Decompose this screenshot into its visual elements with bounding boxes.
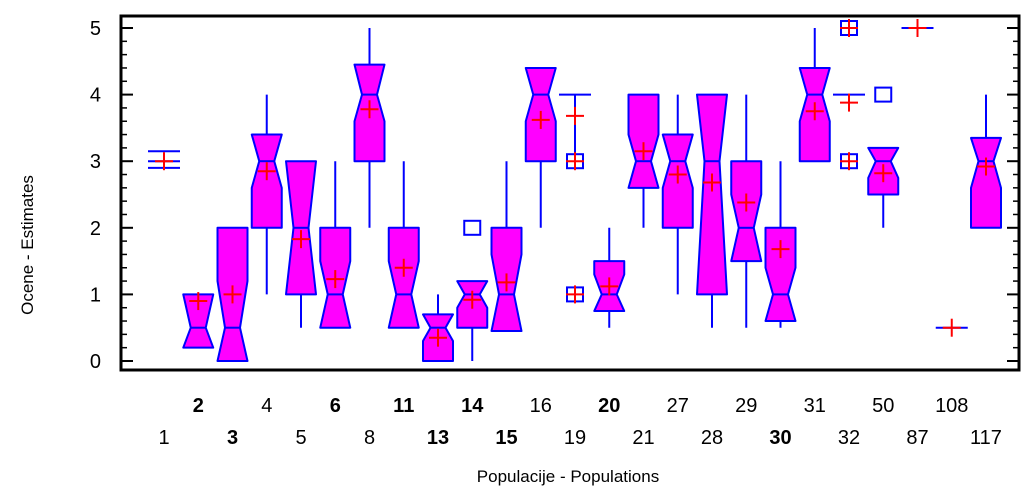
outlier-square bbox=[874, 86, 893, 103]
plot-border bbox=[119, 14, 1021, 372]
x-category-label: 21 bbox=[632, 427, 654, 449]
x-category-label: 13 bbox=[427, 427, 449, 449]
boxplot-marks bbox=[148, 19, 1002, 362]
box bbox=[970, 136, 1002, 229]
box bbox=[627, 93, 660, 189]
y-tick-label: 3 bbox=[90, 151, 101, 173]
y-axis-title: Ocene - Estimates bbox=[18, 175, 37, 315]
x-category-label: 30 bbox=[769, 427, 791, 449]
axis-labels: 0 1 2 3 4 5 1 2 3 4 5 6 8 11 13 14 15 16 19 20 21 27 28 29 30 31 3… bbox=[90, 18, 1002, 449]
x-category-label: 8 bbox=[364, 427, 375, 449]
x-category-label: 6 bbox=[330, 395, 341, 417]
x-category-label: 14 bbox=[461, 395, 484, 417]
x-category-label: 87 bbox=[906, 427, 928, 449]
x-category-label: 108 bbox=[935, 395, 968, 417]
x-category-label: 4 bbox=[261, 395, 272, 417]
x-category-label: 29 bbox=[735, 395, 757, 417]
x-category-label: 117 bbox=[970, 427, 1002, 449]
box bbox=[250, 133, 283, 229]
x-axis-title: Populacije - Populations bbox=[477, 467, 659, 486]
y-tick-label: 1 bbox=[90, 284, 101, 306]
x-category-label: 50 bbox=[872, 395, 894, 417]
y-tick-label: 0 bbox=[90, 351, 101, 373]
axis-ticks bbox=[121, 27, 1019, 362]
x-category-label: 5 bbox=[295, 427, 306, 449]
outlier-square bbox=[463, 219, 482, 236]
x-category-label: 11 bbox=[393, 395, 414, 417]
x-category-label: 31 bbox=[804, 395, 826, 417]
x-category-label: 2 bbox=[193, 395, 204, 417]
y-tick-label: 2 bbox=[90, 218, 101, 240]
x-category-label: 20 bbox=[598, 395, 620, 417]
box bbox=[696, 93, 728, 296]
x-category-label: 19 bbox=[564, 427, 586, 449]
x-category-label: 27 bbox=[667, 395, 689, 417]
x-category-label: 1 bbox=[158, 427, 169, 449]
y-tick-label: 4 bbox=[90, 85, 101, 107]
box bbox=[387, 226, 420, 329]
x-category-label: 16 bbox=[530, 395, 552, 417]
box bbox=[764, 226, 797, 323]
x-category-label: 3 bbox=[227, 427, 238, 449]
y-tick-label: 5 bbox=[90, 18, 101, 40]
plot-frame bbox=[119, 14, 1021, 372]
x-category-label: 28 bbox=[701, 427, 723, 449]
x-category-label: 32 bbox=[838, 427, 860, 449]
x-category-label: 15 bbox=[495, 427, 517, 449]
